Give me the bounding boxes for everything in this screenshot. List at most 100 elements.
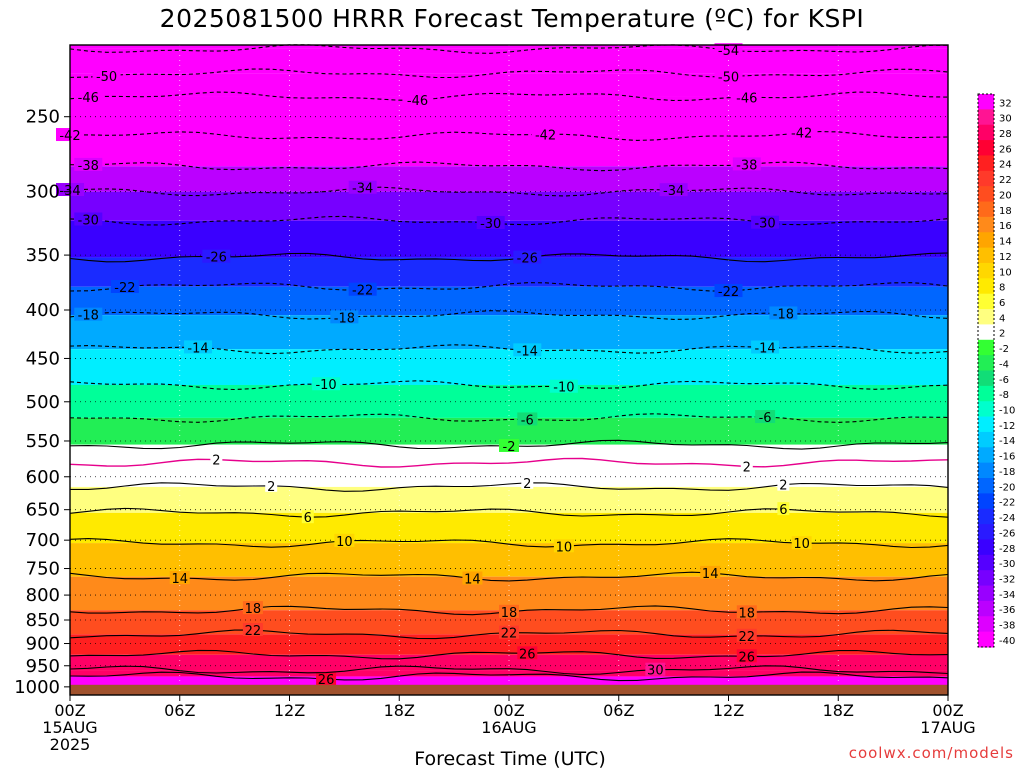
colorbar-swatch (978, 462, 994, 479)
isotherm-label-bg (645, 662, 666, 676)
isotherm-label-bg (777, 477, 790, 491)
isotherm-label-bg (736, 649, 757, 663)
temp-band (70, 45, 948, 49)
isotherm-label-bg (312, 377, 341, 391)
colorbar-label: -14 (999, 436, 1015, 447)
colorbar-swatch (978, 585, 994, 602)
temp-band (70, 191, 948, 221)
isotherm-label-bg (732, 90, 761, 104)
isotherm-label: -38 (78, 159, 99, 174)
colorbar-label: 22 (999, 175, 1012, 186)
isotherm-label-bg (700, 565, 721, 579)
colorbar-swatch (978, 370, 994, 387)
isotherm-label: -22 (718, 285, 739, 300)
isotherm-label: -10 (553, 381, 574, 396)
colorbar-label: -6 (999, 375, 1009, 386)
colorbar-swatch (978, 600, 994, 617)
isotherm-label-bg (301, 510, 314, 524)
colorbar-label: 16 (999, 221, 1012, 232)
colorbar-swatch (978, 478, 994, 494)
isotherm-label: 14 (464, 572, 481, 587)
isotherm-label-bg (202, 249, 231, 263)
isotherm-label-bg (714, 69, 743, 83)
y-tick-label: 650 (26, 500, 60, 521)
colorbar-swatch (978, 262, 994, 279)
isotherm-label: -46 (407, 94, 428, 109)
isotherm-label-bg (732, 157, 761, 171)
isotherm-label: 2 (267, 480, 275, 495)
x-tick-label: 00Z (493, 701, 524, 720)
ground-layer (70, 684, 948, 695)
colorbar-label: -4 (999, 359, 1009, 370)
isotherm-label: 10 (793, 537, 810, 552)
isotherm-label-bg (242, 601, 263, 615)
colorbar-swatch (978, 109, 994, 126)
isotherm-label-bg (462, 571, 483, 585)
colorbar-label: -40 (999, 636, 1015, 647)
isotherm-label-bg (517, 646, 538, 660)
colorbar-label: -28 (999, 544, 1015, 555)
isotherm-label: -22 (114, 281, 135, 296)
colorbar-swatch (978, 278, 994, 295)
x-tick-label: 00Z (932, 701, 963, 720)
isotherm-label-bg (787, 125, 816, 139)
isotherm-label-bg (521, 475, 534, 489)
x-tick-label: 17AUG (920, 718, 975, 737)
colorbar-label: 12 (999, 252, 1012, 263)
y-tick-label: 400 (26, 300, 60, 321)
colorbar-swatch (978, 554, 994, 571)
isotherm-label: -42 (791, 127, 812, 142)
isotherm-label: 18 (739, 606, 756, 621)
colorbar-label: 32 (999, 98, 1012, 109)
isotherm-label: 2 (212, 454, 220, 469)
isotherm-label-bg (751, 340, 780, 354)
colorbar-label: -12 (999, 421, 1015, 432)
colorbar-swatch (978, 216, 994, 233)
isotherm-label: 2 (523, 477, 531, 492)
colorbar-label: 8 (999, 283, 1005, 294)
colorbar-label: 26 (999, 144, 1012, 155)
isotherm-label-bg (316, 671, 337, 685)
isotherm-label-bg (513, 250, 542, 264)
isotherm-label-bg (499, 604, 519, 618)
colorbar-swatch (978, 416, 994, 433)
colorbar-label: -18 (999, 467, 1015, 478)
isotherm-label: 10 (336, 535, 353, 550)
colorbar-swatch (978, 324, 994, 341)
isotherm-label: -30 (754, 217, 775, 232)
isotherm-label: -50 (718, 71, 739, 86)
isotherm-label-bg (791, 536, 812, 550)
colorbar-swatch (978, 94, 994, 110)
colorbar-swatch (978, 493, 994, 510)
x-tick-label: 18Z (384, 701, 415, 720)
colorbar-swatch (978, 309, 994, 325)
temp-band (70, 220, 948, 258)
temp-band (70, 654, 948, 671)
isotherm-label: 26 (318, 673, 335, 688)
x-tick-label: 06Z (603, 701, 634, 720)
isotherm-label: 14 (171, 572, 188, 587)
colorbar-swatch (978, 524, 994, 540)
colorbar-label: -2 (999, 344, 1009, 355)
x-tick-label: 15AUG (42, 718, 97, 737)
y-tick-label: 800 (26, 585, 60, 606)
temp-band (70, 576, 948, 611)
isotherm-label-bg (517, 412, 538, 426)
colorbar-label: -38 (999, 621, 1015, 632)
colorbar-swatch (978, 385, 994, 402)
colorbar-label: 28 (999, 129, 1012, 140)
y-tick-label: 600 (26, 467, 60, 488)
isotherm-label-bg (714, 43, 743, 57)
isotherm-label-bg (334, 533, 355, 547)
colorbar-label: 14 (999, 237, 1012, 248)
colorbar-label: 30 (999, 114, 1012, 125)
isotherm-label-bg (74, 157, 103, 171)
isotherm-label-bg (499, 625, 519, 639)
x-axis-label: Forecast Time (UTC) (414, 748, 605, 768)
isotherm-label-bg (553, 539, 574, 553)
isotherm-label: -34 (663, 184, 684, 199)
isotherm-label: 18 (501, 606, 518, 621)
colorbar-label: -34 (999, 590, 1015, 601)
colorbar-frame (977, 93, 995, 648)
